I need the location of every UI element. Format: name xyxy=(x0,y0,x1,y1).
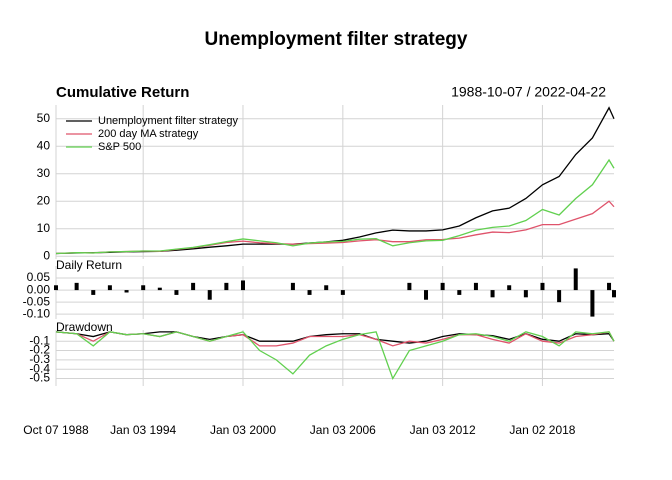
y-tick-label: 40 xyxy=(37,138,51,152)
bar xyxy=(191,282,196,291)
bar xyxy=(424,290,429,300)
bar xyxy=(74,282,79,291)
bar xyxy=(141,285,146,291)
series-line xyxy=(55,331,615,381)
x-tick-label: Oct 07 1988 xyxy=(23,423,89,437)
y-tick-label: -0.10 xyxy=(23,306,51,320)
x-tick-label: Jan 03 2000 xyxy=(210,423,276,437)
y-tick-label: 0.00 xyxy=(27,282,51,296)
bar xyxy=(457,290,462,295)
bar xyxy=(91,290,96,295)
bar xyxy=(557,290,562,303)
legend-label: 200 day MA strategy xyxy=(98,128,199,140)
y-tick-label: 20 xyxy=(37,193,51,207)
bar xyxy=(174,290,179,295)
x-tick-label: Jan 03 2006 xyxy=(310,423,376,437)
y-tick-label: -0.3 xyxy=(29,352,50,366)
panel-title: Daily Return xyxy=(56,258,122,272)
bar xyxy=(440,282,445,291)
legend-label: Unemployment filter strategy xyxy=(98,115,238,127)
y-tick-label: -0.2 xyxy=(29,343,50,357)
bar xyxy=(473,282,478,291)
series-line xyxy=(55,158,615,255)
y-tick-label: 0.05 xyxy=(27,270,51,284)
bar xyxy=(107,285,112,291)
panel-title: Drawdown xyxy=(56,320,113,334)
y-tick-label: 10 xyxy=(37,221,51,235)
bar xyxy=(490,290,495,298)
panel-title: Cumulative Return xyxy=(56,84,189,101)
series-line xyxy=(55,200,615,255)
y-tick-label: 30 xyxy=(37,166,51,180)
y-tick-label: -0.05 xyxy=(23,294,51,308)
bar xyxy=(124,290,129,293)
bar xyxy=(340,290,345,295)
y-tick-label: -0.5 xyxy=(29,371,50,385)
chart-title: Unemployment filter strategy xyxy=(205,29,468,50)
x-tick-label: Jan 02 2018 xyxy=(509,423,575,437)
bar xyxy=(590,290,595,317)
bar xyxy=(523,290,528,298)
y-tick-label: -0.1 xyxy=(29,333,50,347)
bar xyxy=(307,290,312,295)
bar xyxy=(607,282,612,291)
bar xyxy=(407,282,412,291)
y-tick-label: -0.4 xyxy=(29,361,50,375)
bar xyxy=(290,282,295,291)
y-tick-label: 0 xyxy=(43,248,50,262)
bar xyxy=(540,282,545,291)
x-tick-label: Jan 03 1994 xyxy=(110,423,176,437)
legend-label: S&P 500 xyxy=(98,141,141,153)
bar xyxy=(240,280,245,291)
bar xyxy=(324,285,329,291)
bar xyxy=(157,287,162,291)
bar xyxy=(573,268,578,291)
bar xyxy=(507,285,512,291)
x-tick-label: Jan 03 2012 xyxy=(410,423,476,437)
bar xyxy=(54,285,58,291)
y-tick-label: 50 xyxy=(37,111,51,125)
bar xyxy=(612,290,616,298)
date-range: 1988-10-07 / 2022-04-22 xyxy=(451,84,606,100)
bar xyxy=(207,290,212,300)
bar xyxy=(224,282,229,291)
